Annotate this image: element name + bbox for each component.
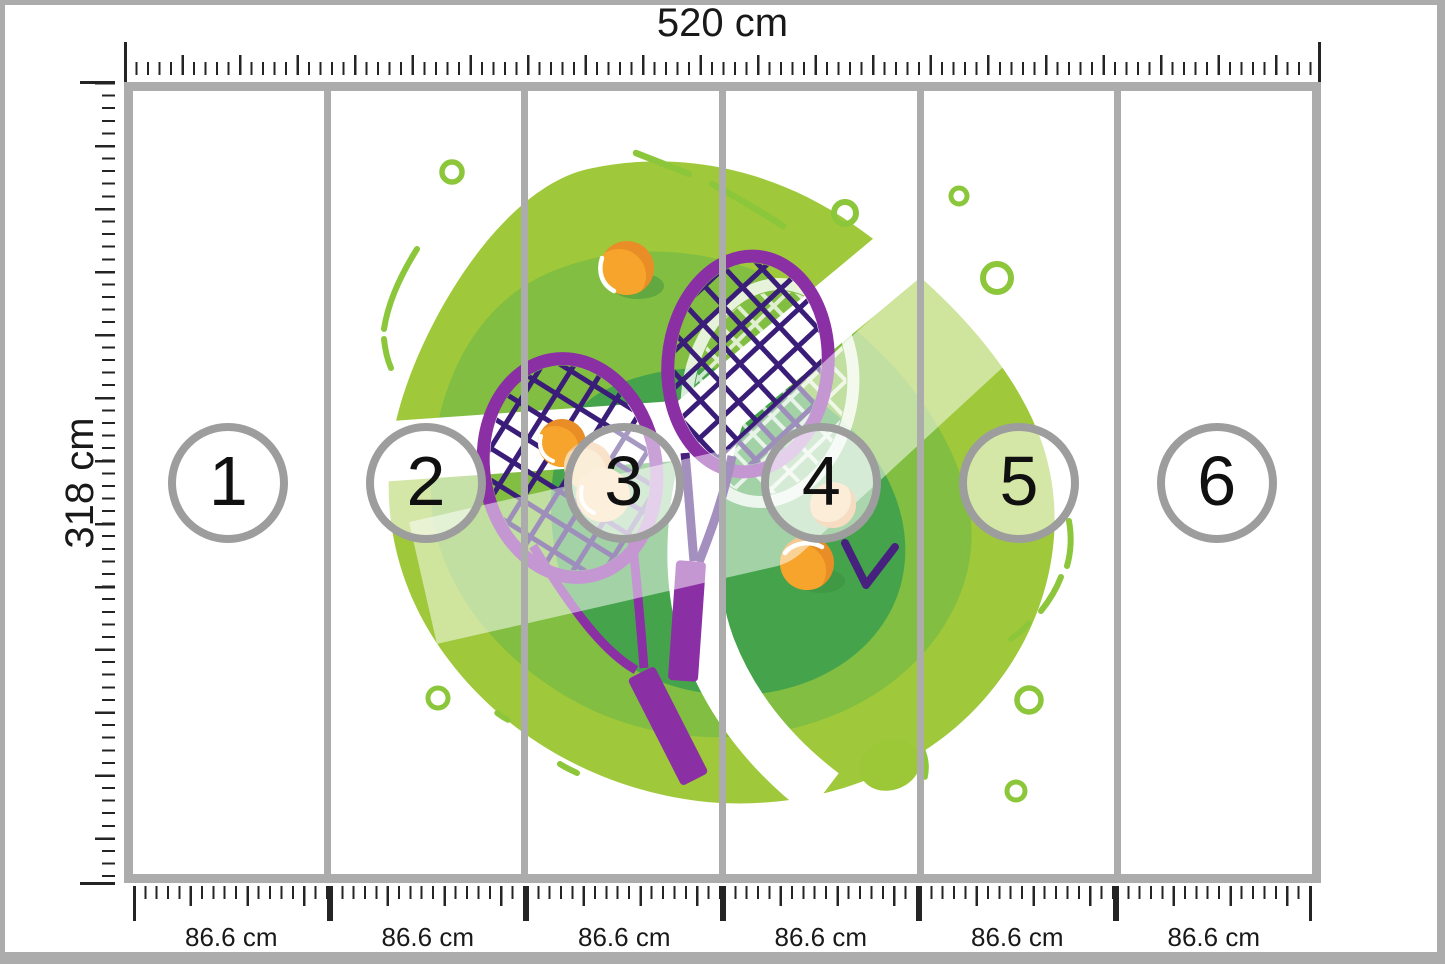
panel-2: 2: [331, 91, 529, 874]
ruler-total-height: 318 cm: [58, 81, 124, 885]
panel-number: 2: [406, 441, 446, 520]
panel-3: 3: [528, 91, 727, 874]
panel-number-circle: 4: [761, 422, 882, 543]
page-edge-bottom: [0, 952, 1445, 964]
panel-width-label: 86.6 cm: [185, 922, 278, 952]
ruler-end-tick: [523, 886, 526, 921]
ruler-ticks-small: [526, 886, 723, 899]
ruler-end-tick: [916, 886, 919, 921]
wallpaper-frame: 1 2 3 4 5: [124, 82, 1321, 883]
ruler-end-tick: [326, 886, 330, 921]
ruler-ticks-small: [919, 886, 1116, 899]
ruler-panel-2: 86.6 cm: [329, 886, 526, 956]
ruler-panel-5: 86.6 cm: [919, 886, 1116, 956]
panel-number: 6: [1197, 441, 1237, 520]
panel-width-label: 86.6 cm: [578, 922, 671, 952]
panel-number-circle: 5: [959, 422, 1080, 543]
panel-overlay: 1 2 3 4 5: [133, 91, 1312, 874]
ruler-end-tick: [124, 42, 127, 82]
panel-5: 5: [924, 91, 1122, 874]
ruler-ticks-small: [722, 886, 919, 899]
ruler-end-tick: [722, 886, 726, 921]
ruler-end-tick: [133, 886, 136, 921]
panel-1: 1: [133, 91, 331, 874]
ruler-ticks-small: [1115, 886, 1312, 899]
ruler-panel-6: 86.6 cm: [1115, 886, 1312, 956]
panel-number: 3: [604, 441, 644, 520]
panel-6: 6: [1121, 91, 1312, 874]
ruler-ticks-small: [329, 886, 526, 899]
ruler-end-tick: [719, 886, 723, 921]
ruler-end-tick: [80, 882, 115, 885]
ruler-ticks-small: [102, 82, 115, 883]
ruler-panel-1: 86.6 cm: [133, 886, 330, 956]
rulers-panel-width: 86.6 cm 86.6 cm 86.6 cm 86.6 cm: [133, 886, 1312, 956]
ruler-end-tick: [1115, 886, 1119, 921]
page-edge-left: [0, 0, 5, 964]
ruler-ticks-small: [124, 62, 1321, 75]
panel-number: 4: [801, 441, 841, 520]
panel-number: 5: [999, 441, 1039, 520]
ruler-end-tick: [329, 886, 333, 921]
panel-number-circle: 1: [168, 422, 289, 543]
panel-number-circle: 3: [563, 422, 684, 543]
page-edge-right: [1437, 0, 1445, 964]
ruler-panel-4: 86.6 cm: [722, 886, 919, 956]
ruler-end-tick: [1112, 886, 1116, 921]
panel-number-circle: 6: [1156, 422, 1277, 543]
panel-width-label: 86.6 cm: [971, 922, 1064, 952]
page-edge-top: [0, 0, 1445, 5]
total-width-label: 520 cm: [656, 1, 789, 45]
ruler-ticks-small: [133, 886, 330, 899]
panel-width-label: 86.6 cm: [381, 922, 475, 952]
ruler-end-tick: [1309, 886, 1312, 921]
panel-number: 1: [208, 441, 248, 520]
panel-width-label: 86.6 cm: [1167, 922, 1261, 952]
decor-green-shapes: [381, 149, 1074, 803]
ruler-end-tick: [1318, 42, 1321, 82]
translucent-overlay-band: [409, 250, 1031, 644]
ruler-end-tick: [919, 886, 922, 921]
panel-number-circle: 2: [366, 422, 486, 543]
ruler-panel-3: 86.6 cm: [526, 886, 723, 956]
panel-width-label: 86.6 cm: [774, 922, 868, 952]
ruler-end-tick: [526, 886, 529, 921]
ruler-end-tick: [80, 81, 115, 84]
panel-4: 4: [726, 91, 924, 874]
ruler-total-width: 520 cm: [124, 0, 1321, 82]
